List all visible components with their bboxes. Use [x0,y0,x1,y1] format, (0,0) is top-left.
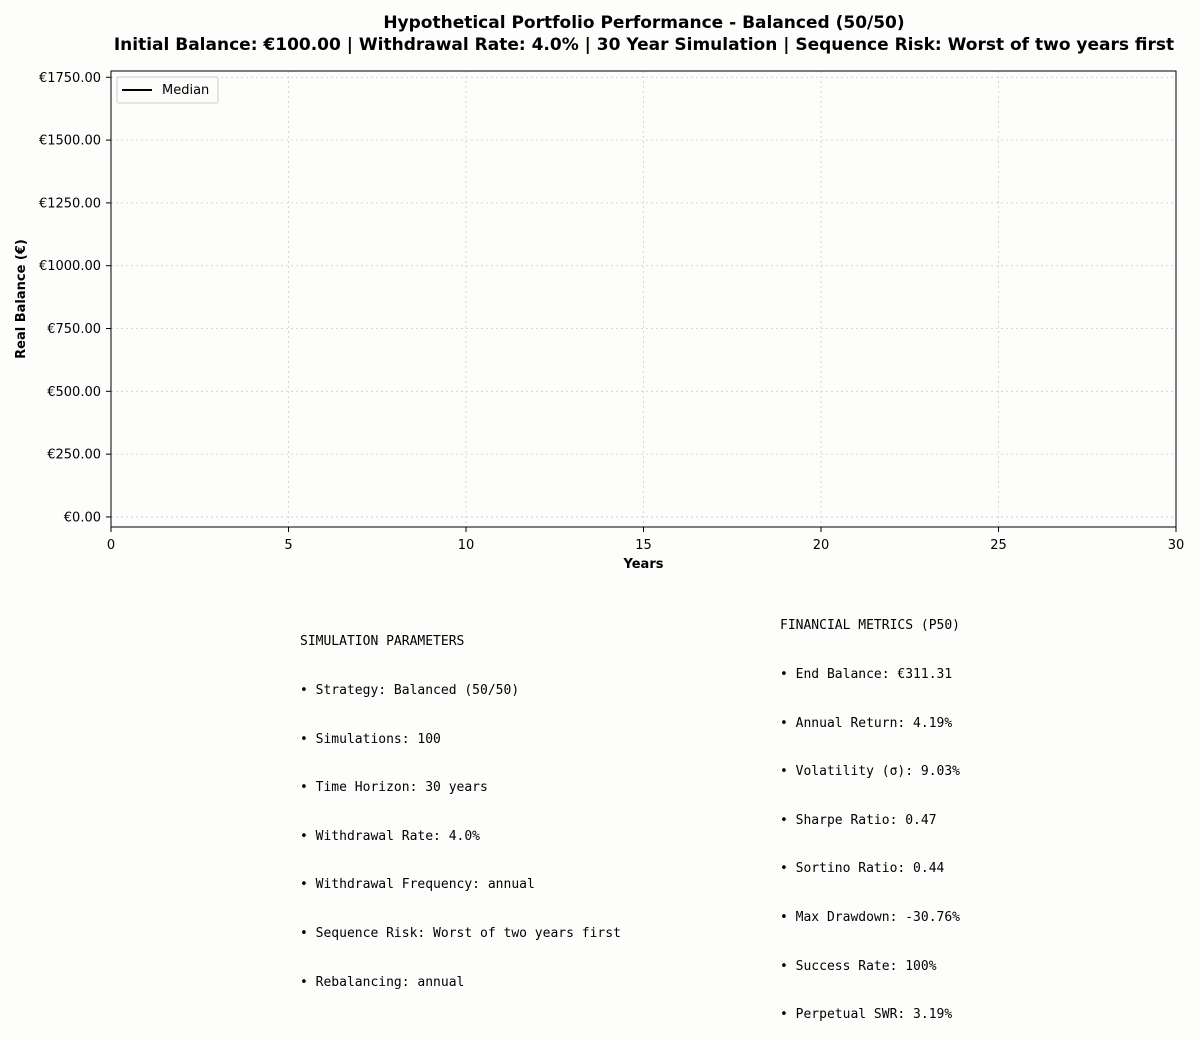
x-tick-label: 5 [284,538,292,553]
simulation-parameters-title: SIMULATION PARAMETERS [300,634,465,650]
metric-line: • Max Drawdown: -30.76% [780,909,961,925]
x-tick-label: 10 [458,538,475,553]
metric-line: • Success Rate: 100% [780,958,937,974]
chart-title: Hypothetical Portfolio Performance - Bal… [383,13,904,33]
metric-line: • Perpetual SWR: 3.19% [780,1007,953,1023]
x-axis-label: Years [623,557,664,572]
metric-line: • Sharpe Ratio: 0.47 [780,812,937,828]
chart-subtitle: Initial Balance: €100.00 | Withdrawal Ra… [114,35,1174,55]
parameter-line: • Withdrawal Rate: 4.0% [300,828,481,844]
y-tick-label: €0.00 [64,510,101,525]
chart-area: Hypothetical Portfolio Performance - Bal… [14,13,1184,572]
y-tick-label: €500.00 [47,385,101,400]
x-tick-label: 0 [107,538,115,553]
parameter-line: • Strategy: Balanced (50/50) [300,683,520,698]
plot-frame [110,70,1177,528]
x-axis-ticks: 0 5 10 15 20 25 30 [107,527,1184,553]
y-tick-label: €1500.00 [39,134,101,149]
parameter-line: • Rebalancing: annual [300,974,465,990]
financial-metrics-title: FINANCIAL METRICS (P50) [780,618,961,634]
parameter-line: • Time Horizon: 30 years [300,780,488,796]
y-tick-label: €1250.00 [39,196,101,211]
x-tick-label: 20 [813,538,830,553]
metric-line: • Volatility (σ): 9.03% [780,764,961,780]
x-tick-label: 25 [990,538,1007,553]
parameter-line: • Sequence Risk: Worst of two years firs… [300,925,621,941]
grid [110,71,1177,527]
metric-line: • End Balance: €311.31 [780,667,953,682]
y-tick-label: €750.00 [47,322,101,337]
parameter-line: • Simulations: 100 [300,731,441,747]
y-tick-label: €250.00 [47,448,101,463]
legend-median-label: Median [162,83,209,98]
x-tick-label: 30 [1168,538,1185,553]
metric-line: • Annual Return: 4.19% [780,715,953,731]
legend-box [116,76,219,104]
legend: Median [116,76,219,104]
y-axis-label: Real Balance (€) [14,239,29,359]
financial-metrics: FINANCIAL METRICS (P50) • End Balance: €… [780,586,960,1040]
y-tick-label: €1000.00 [39,259,101,274]
metric-line: • Sortino Ratio: 0.44 [780,861,945,877]
simulation-parameters: SIMULATION PARAMETERS • Strategy: Balanc… [300,602,621,1007]
y-tick-label: €1750.00 [39,71,101,86]
y-axis-ticks: €0.00 €250.00 €500.00 €750.00 €1000.00 €1250.… [39,71,111,525]
parameter-line: • Withdrawal Frequency: annual [300,877,535,893]
x-tick-label: 15 [635,538,652,553]
